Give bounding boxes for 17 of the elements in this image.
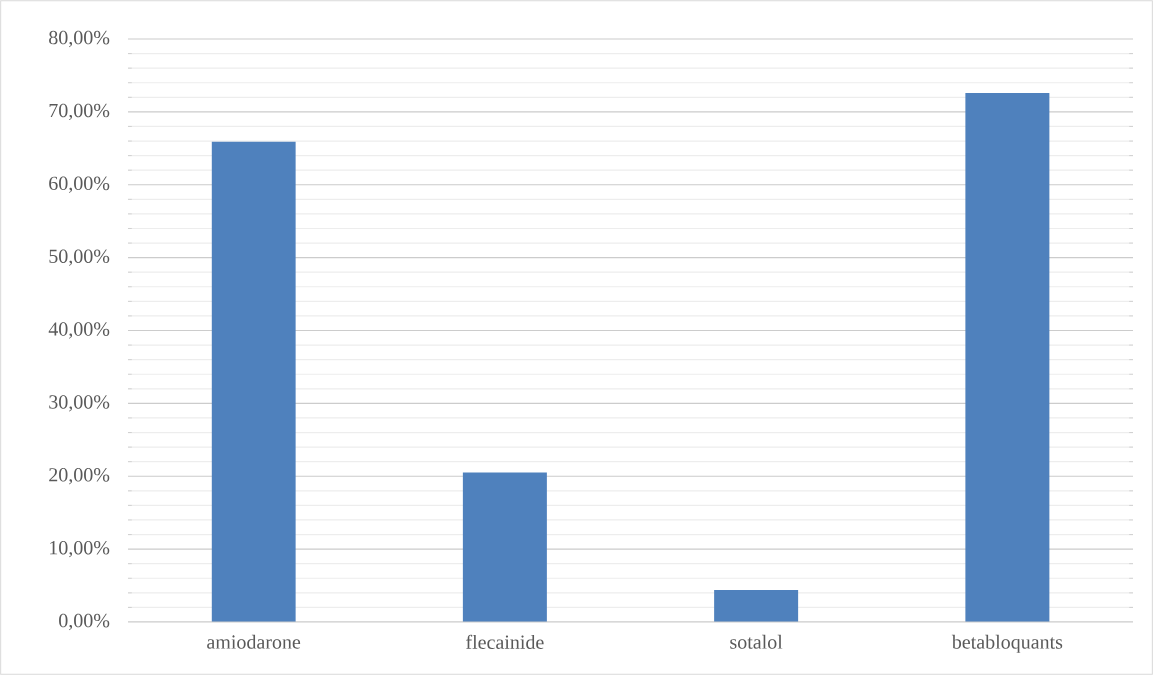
x-tick-label: flecainide (466, 634, 544, 649)
y-tick-label: 60,00% (49, 176, 110, 193)
bar (211, 141, 296, 622)
x-tick-label: amiodarone (207, 634, 301, 649)
y-tick-label: 50,00% (49, 249, 110, 266)
bar (965, 92, 1050, 622)
x-tick-label: sotalol (730, 634, 783, 649)
y-tick-label: 20,00% (49, 468, 110, 485)
y-tick-label: 30,00% (49, 395, 110, 412)
y-tick-label: 80,00% (49, 30, 110, 48)
y-tick-label: 0,00% (59, 613, 110, 631)
y-tick-label: 40,00% (48, 322, 110, 339)
x-tick-label: betabloquants (951, 634, 1063, 653)
bar (714, 589, 799, 622)
y-tick-label: 70,00% (49, 103, 110, 121)
y-tick-label: 10,00% (50, 540, 110, 558)
bar (462, 472, 547, 622)
